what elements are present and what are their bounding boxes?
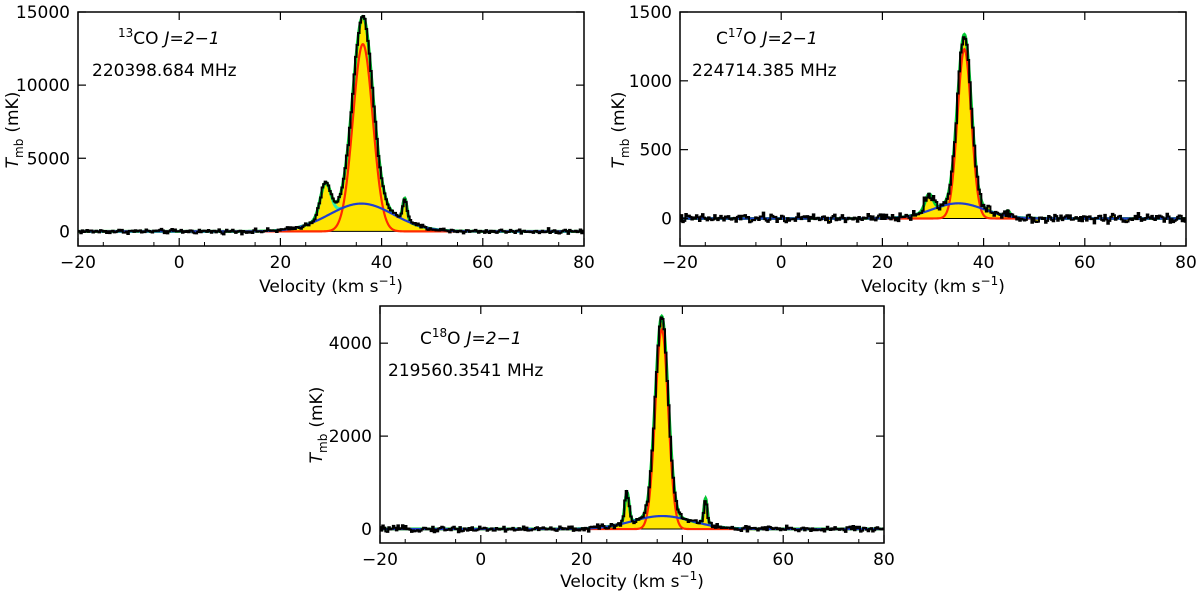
x-tick-label: −20 <box>60 253 96 273</box>
x-axis-label-c18o: Velocity (km s−1) <box>560 569 704 592</box>
y-tick-label: 1000 <box>629 72 672 92</box>
xlabel-exp: −1 <box>981 274 999 288</box>
ylabel-sub: mb <box>316 434 330 453</box>
xlabel-exp: −1 <box>680 569 698 583</box>
observed-spectrum <box>680 36 1186 225</box>
x-tick-label: 40 <box>672 550 694 570</box>
xlabel-exp: −1 <box>379 274 397 288</box>
y-axis-label-c17o: Tmb (mK) <box>609 92 632 169</box>
x-tick-label: 0 <box>475 550 486 570</box>
x-axis-label-c17o: Velocity (km s−1) <box>861 274 1005 297</box>
panel-13co: −20 0 20 40 60 80 0 5000 10000 15000 13CO J=2−1 22… <box>3 3 595 297</box>
axis-ticks-13co: −20 0 20 40 60 80 0 5000 10000 15000 <box>16 3 595 273</box>
y-tick-label: 0 <box>361 520 372 540</box>
y-tick-label: 2000 <box>329 427 372 447</box>
panel-c18o: −20 0 20 40 60 80 0 2000 4000 C18O J=2−1 219560.3… <box>307 305 895 592</box>
line-name-c18o: C18O J=2−1 <box>420 326 522 349</box>
molecule-label: C <box>716 29 728 49</box>
x-tick-label: 20 <box>571 550 593 570</box>
y-tick-label: 0 <box>59 222 70 242</box>
molecule-label-2: O <box>743 29 756 49</box>
transition-label: J=2−1 <box>464 329 522 349</box>
axis-ticks-c18o: −20 0 20 40 60 80 0 2000 4000 <box>329 306 895 570</box>
y-tick-label: 1500 <box>629 3 672 23</box>
x-axis-label-13co: Velocity (km s−1) <box>259 274 403 297</box>
transition-label: J=2−1 <box>760 29 818 49</box>
x-tick-label: 80 <box>873 550 895 570</box>
isotope-label: 17 <box>728 26 743 40</box>
observed-spectrum <box>78 15 584 236</box>
xlabel-close: ) <box>697 572 704 592</box>
plot-frame <box>379 305 885 544</box>
xlabel-close: ) <box>396 277 403 297</box>
main-component-curve <box>380 327 884 531</box>
x-tick-label: 60 <box>772 550 794 570</box>
x-tick-label: 0 <box>174 253 185 273</box>
spectrum-curves-c18o <box>380 313 884 534</box>
frequency-13co: 220398.684 MHz <box>92 61 237 81</box>
ylabel-unit: (mK) <box>609 92 629 133</box>
y-tick-label: 10000 <box>16 76 70 96</box>
y-tick-label: 15000 <box>16 3 70 23</box>
molecule-label: C <box>420 329 432 349</box>
x-tick-label: −20 <box>662 253 698 273</box>
ylabel-unit: (mK) <box>307 387 327 428</box>
x-tick-label: 20 <box>270 253 292 273</box>
x-tick-label: 40 <box>973 253 995 273</box>
xlabel-close: ) <box>998 277 1005 297</box>
plot-frame <box>77 11 585 247</box>
y-tick-label: 0 <box>661 209 672 229</box>
x-tick-label: 80 <box>1175 253 1197 273</box>
line-name-c17o: C17O J=2−1 <box>716 26 818 49</box>
x-tick-label: 60 <box>1074 253 1096 273</box>
observed-spectrum <box>380 316 884 534</box>
x-tick-label: −20 <box>362 550 398 570</box>
plot-frame <box>679 11 1187 247</box>
x-tick-label: 60 <box>472 253 494 273</box>
y-tick-label: 4000 <box>329 334 372 354</box>
xlabel-main: Velocity (km s <box>560 572 680 592</box>
y-axis-label-c18o: Tmb (mK) <box>307 387 330 464</box>
xlabel-main: Velocity (km s <box>259 277 379 297</box>
x-tick-label: 80 <box>573 253 595 273</box>
line-name-13co: 13CO J=2−1 <box>118 26 220 49</box>
axis-ticks-c17o: −20 0 20 40 60 80 0 500 1000 1500 <box>629 3 1197 273</box>
ylabel-unit: (mK) <box>3 92 23 133</box>
isotope-label: 18 <box>432 326 447 340</box>
x-tick-label: 20 <box>872 253 894 273</box>
spectrum-curves-13co <box>78 14 584 236</box>
x-tick-label: 0 <box>776 253 787 273</box>
ylabel-sub: mb <box>12 139 26 158</box>
isotope-label: 13 <box>118 26 133 40</box>
ylabel-t: T <box>3 156 23 168</box>
molecule-label: CO <box>133 29 158 49</box>
frequency-c17o: 224714.385 MHz <box>692 61 837 81</box>
ylabel-t: T <box>307 451 327 463</box>
x-tick-label: 40 <box>371 253 393 273</box>
ylabel-t: T <box>609 156 629 168</box>
ylabel-sub: mb <box>618 139 632 158</box>
transition-label: J=2−1 <box>162 29 220 49</box>
frequency-c18o: 219560.3541 MHz <box>388 361 543 381</box>
y-tick-label: 5000 <box>27 149 70 169</box>
spectrum-curves-c17o <box>680 32 1186 225</box>
xlabel-main: Velocity (km s <box>861 277 981 297</box>
y-tick-label: 500 <box>640 141 672 161</box>
y-axis-label-13co: Tmb (mK) <box>3 92 26 169</box>
spectrum-fill <box>380 317 884 533</box>
molecule-label-2: O <box>447 329 460 349</box>
panel-c17o: −20 0 20 40 60 80 0 500 1000 1500 C17O J=2−1 22471… <box>609 3 1197 297</box>
